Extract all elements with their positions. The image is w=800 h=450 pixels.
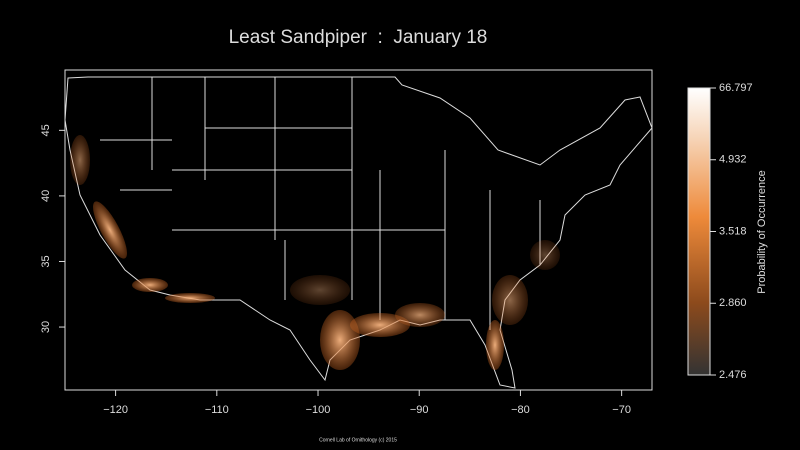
x-tick-label: −100 [306, 404, 331, 416]
x-tick-label: −80 [511, 404, 530, 416]
footer: Cornell Lab of Ornithology (c) 2015 [319, 437, 397, 443]
colorbar-tick-label: 2.476 [719, 369, 747, 381]
y-tick-label: 45 [40, 124, 52, 136]
y-tick-label: 35 [40, 255, 52, 267]
colorbar-tick-label: 3.518 [719, 225, 747, 237]
occurrence [70, 135, 560, 370]
colorbar-label: Probability of Occurrence [756, 170, 768, 294]
plot-frame [64, 69, 653, 391]
y-tick-label: 40 [40, 190, 52, 202]
colorbar [687, 87, 711, 376]
x-tick-label: −70 [612, 404, 631, 416]
x-tick-label: −110 [205, 404, 229, 416]
colorbar-tick-label: 2.860 [719, 297, 747, 309]
x-tick-label: −90 [410, 404, 429, 416]
x-tick-label: −120 [103, 404, 128, 416]
colorbar-tick-label: 66.797 [719, 82, 753, 94]
y-tick-label: 30 [40, 321, 52, 333]
title: Least Sandpiper : January 18 [229, 27, 488, 48]
colorbar-tick-label: 4.932 [719, 154, 747, 166]
